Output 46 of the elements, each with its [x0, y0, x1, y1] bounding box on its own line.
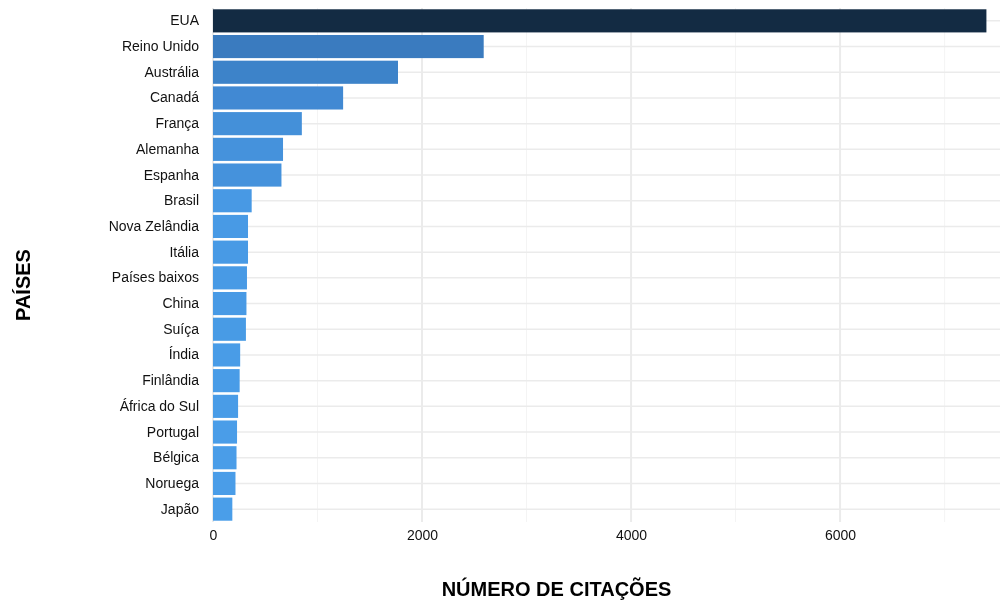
y-tick-label: China [162, 295, 200, 312]
x-tick-label: 0 [209, 526, 218, 543]
y-tick-label: Alemanha [135, 140, 200, 157]
y-tick-label: França [155, 115, 200, 132]
x-tick-label: 6000 [825, 526, 857, 543]
x-tick-label: 4000 [615, 526, 648, 543]
bar [213, 9, 987, 33]
bar [213, 446, 237, 470]
y-tick-label: Brasil [163, 192, 199, 209]
bar [213, 420, 238, 444]
x-tick-label: 2000 [406, 526, 439, 543]
y-tick-label: Países baixos [111, 269, 199, 286]
bar [213, 214, 249, 239]
bar [213, 112, 302, 136]
bar [213, 369, 240, 393]
bar [213, 60, 398, 84]
bar [213, 137, 284, 161]
bar [213, 497, 233, 521]
y-tick-label: Japão [160, 500, 200, 517]
y-tick-label: Índia [168, 346, 200, 363]
y-tick-label: Nova Zelândia [108, 217, 200, 234]
y-tick-label: África do Sul [119, 397, 199, 414]
bar [213, 163, 282, 187]
bar [213, 291, 247, 316]
bar [213, 317, 246, 341]
y-tick-label: Portugal [146, 423, 199, 440]
y-tick-label: Bélgica [153, 449, 200, 466]
bar [213, 343, 241, 367]
bar [213, 86, 344, 110]
y-tick-label: Itália [169, 243, 200, 260]
y-tick-label: Noruega [145, 474, 200, 491]
y-tick-label: Reino Unido [121, 38, 200, 55]
y-tick-label: EUA [170, 12, 200, 29]
bar [213, 394, 239, 418]
bar [213, 189, 252, 213]
x-axis-title: NÚMERO DE CITAÇÕES [441, 577, 672, 600]
y-tick-label: Espanha [143, 166, 200, 183]
bar [213, 471, 236, 496]
y-tick-label: Canadá [149, 89, 200, 106]
y-tick-label: Austrália [144, 63, 200, 80]
y-tick-label: Finlândia [142, 372, 200, 389]
bar [213, 34, 484, 59]
bar [213, 266, 247, 290]
y-axis-title: PAÍSES [12, 249, 34, 321]
bar [213, 240, 249, 264]
y-tick-label: Suíça [163, 320, 200, 337]
